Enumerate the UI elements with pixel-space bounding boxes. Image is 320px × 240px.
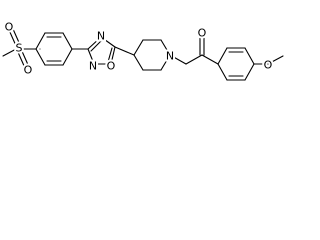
atom-label: S xyxy=(16,42,23,55)
atom-label: O xyxy=(198,27,207,40)
atom-labels: O S O N O N N O O xyxy=(3,19,275,79)
bonds xyxy=(2,28,284,81)
atom-label: O xyxy=(24,64,33,77)
atom-label: O xyxy=(107,60,116,73)
molecule-diagram: O S O N O N N O O xyxy=(2,19,284,81)
atom-label: O xyxy=(5,21,14,34)
atom-label: N xyxy=(166,50,174,63)
atom-label: O xyxy=(264,59,273,72)
atom-label: N xyxy=(89,60,97,73)
atom-label: N xyxy=(97,30,105,43)
